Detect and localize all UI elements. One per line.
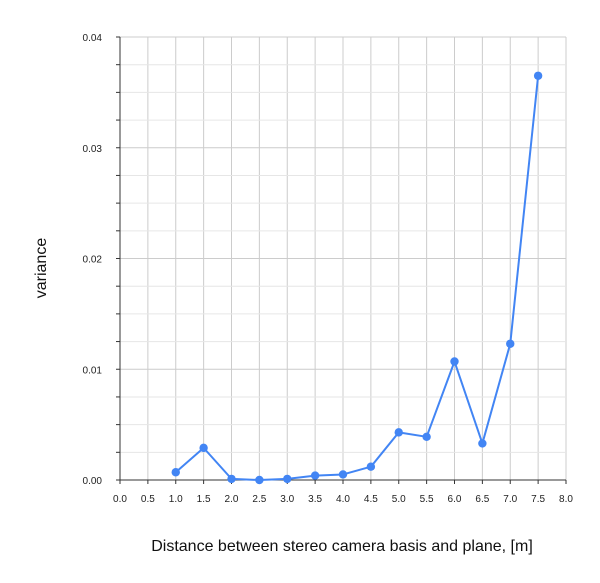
x-tick-label: 4.0 bbox=[336, 494, 350, 505]
x-tick-label: 0.0 bbox=[113, 494, 127, 505]
x-tick-label: 7.0 bbox=[503, 494, 517, 505]
data-point bbox=[255, 475, 264, 485]
data-point bbox=[310, 471, 320, 480]
y-tick-label: 0.04 bbox=[83, 33, 103, 44]
x-tick-label: 0.5 bbox=[141, 494, 155, 505]
data-point bbox=[283, 474, 292, 484]
y-tick-label: 0.01 bbox=[83, 365, 103, 376]
series-line bbox=[175, 75, 540, 481]
data-point bbox=[450, 357, 459, 366]
data-point bbox=[533, 71, 543, 80]
data-point bbox=[506, 339, 515, 348]
x-tick-label: 8.0 bbox=[559, 494, 573, 505]
data-point bbox=[227, 474, 236, 484]
x-tick-label: 2.5 bbox=[252, 494, 266, 505]
series bbox=[171, 71, 543, 485]
x-tick-label: 3.0 bbox=[280, 494, 294, 505]
x-tick-label: 1.5 bbox=[197, 494, 211, 505]
x-tick-label: 5.0 bbox=[392, 494, 406, 505]
x-tick-label: 7.5 bbox=[531, 494, 545, 505]
y-tick-label: 0.03 bbox=[83, 144, 103, 155]
x-tick-label: 5.5 bbox=[420, 494, 434, 505]
x-tick-label: 1.0 bbox=[169, 494, 183, 505]
x-tick-label: 6.0 bbox=[448, 494, 462, 505]
data-point bbox=[171, 468, 180, 477]
tick-labels: 0.0 0.5 1.0 1.5 2.0 2.5 3.0 3.5 4.0 4.5 5.0 5.5 6.0 6… bbox=[83, 33, 574, 505]
y-tick-label: 0.00 bbox=[83, 476, 103, 487]
y-tick-label: 0.02 bbox=[83, 255, 103, 266]
x-tick-label: 2.0 bbox=[225, 494, 239, 505]
data-point bbox=[366, 462, 376, 471]
x-tick-label: 4.5 bbox=[364, 494, 378, 505]
data-point bbox=[478, 439, 487, 448]
data-point bbox=[338, 470, 348, 479]
data-point bbox=[422, 432, 431, 442]
x-tick-label: 3.5 bbox=[308, 494, 322, 505]
grid bbox=[120, 36, 567, 480]
data-point bbox=[394, 428, 403, 437]
axes bbox=[116, 36, 567, 484]
x-tick-label: 6.5 bbox=[475, 494, 489, 505]
y-axis-title: variance bbox=[33, 238, 50, 299]
x-axis-title: Distance between stereo camera basis and… bbox=[151, 538, 533, 555]
data-point bbox=[199, 443, 208, 453]
